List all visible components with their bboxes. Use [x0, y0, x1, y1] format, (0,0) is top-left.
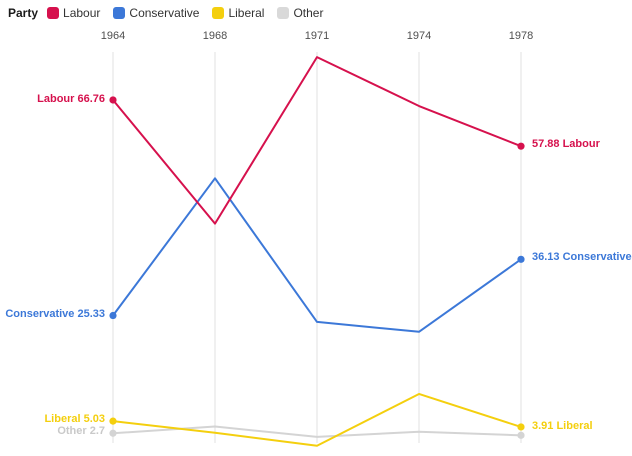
endpoint-dot-other — [109, 429, 117, 437]
conservative-swatch-icon — [113, 7, 126, 19]
legend-label-conservative: Conservative — [129, 6, 200, 20]
series-end-label-liberal: 3.91 Liberal — [532, 420, 593, 432]
endpoint-dot-other — [517, 431, 525, 439]
series-line-conservative — [112, 177, 522, 333]
legend-item-labour: Labour — [47, 6, 100, 20]
legend-item-conservative: Conservative — [113, 6, 199, 20]
other-swatch-icon — [277, 7, 290, 19]
series-start-label-conservative: Conservative 25.33 — [5, 308, 105, 320]
labour-swatch-icon — [47, 7, 60, 19]
endpoint-dot-conservative — [517, 255, 525, 263]
legend-label-labour: Labour — [63, 6, 101, 20]
legend-item-liberal: Liberal — [212, 6, 264, 20]
legend-item-other: Other — [277, 6, 323, 20]
series-line-liberal — [112, 392, 522, 447]
x-axis-tick: 1968 — [202, 30, 228, 42]
endpoint-dot-labour — [517, 142, 525, 150]
x-axis-tick: 1978 — [508, 30, 534, 42]
series-start-label-liberal: Liberal 5.03 — [44, 413, 105, 425]
liberal-swatch-icon — [212, 7, 225, 19]
legend-label-liberal: Liberal — [228, 6, 265, 20]
x-axis-tick: 1974 — [406, 30, 432, 42]
series-end-label-labour: 57.88 Labour — [532, 138, 600, 150]
legend-title: Party — [8, 6, 39, 20]
endpoint-dot-liberal — [517, 423, 525, 431]
x-axis-tick: 1964 — [100, 30, 126, 42]
series-line-labour — [112, 56, 522, 225]
legend: Party Labour Conservative Liberal Other — [8, 6, 336, 20]
series-end-label-conservative: 36.13 Conservative — [532, 251, 632, 263]
series-start-label-labour: Labour 66.76 — [37, 93, 105, 105]
endpoint-dot-liberal — [109, 417, 117, 425]
endpoint-dot-conservative — [109, 311, 117, 320]
x-axis-tick: 1971 — [304, 30, 330, 42]
series-start-label-other: Other 2.7 — [57, 425, 105, 437]
endpoint-dot-labour — [109, 96, 117, 104]
legend-label-other: Other — [293, 6, 324, 20]
